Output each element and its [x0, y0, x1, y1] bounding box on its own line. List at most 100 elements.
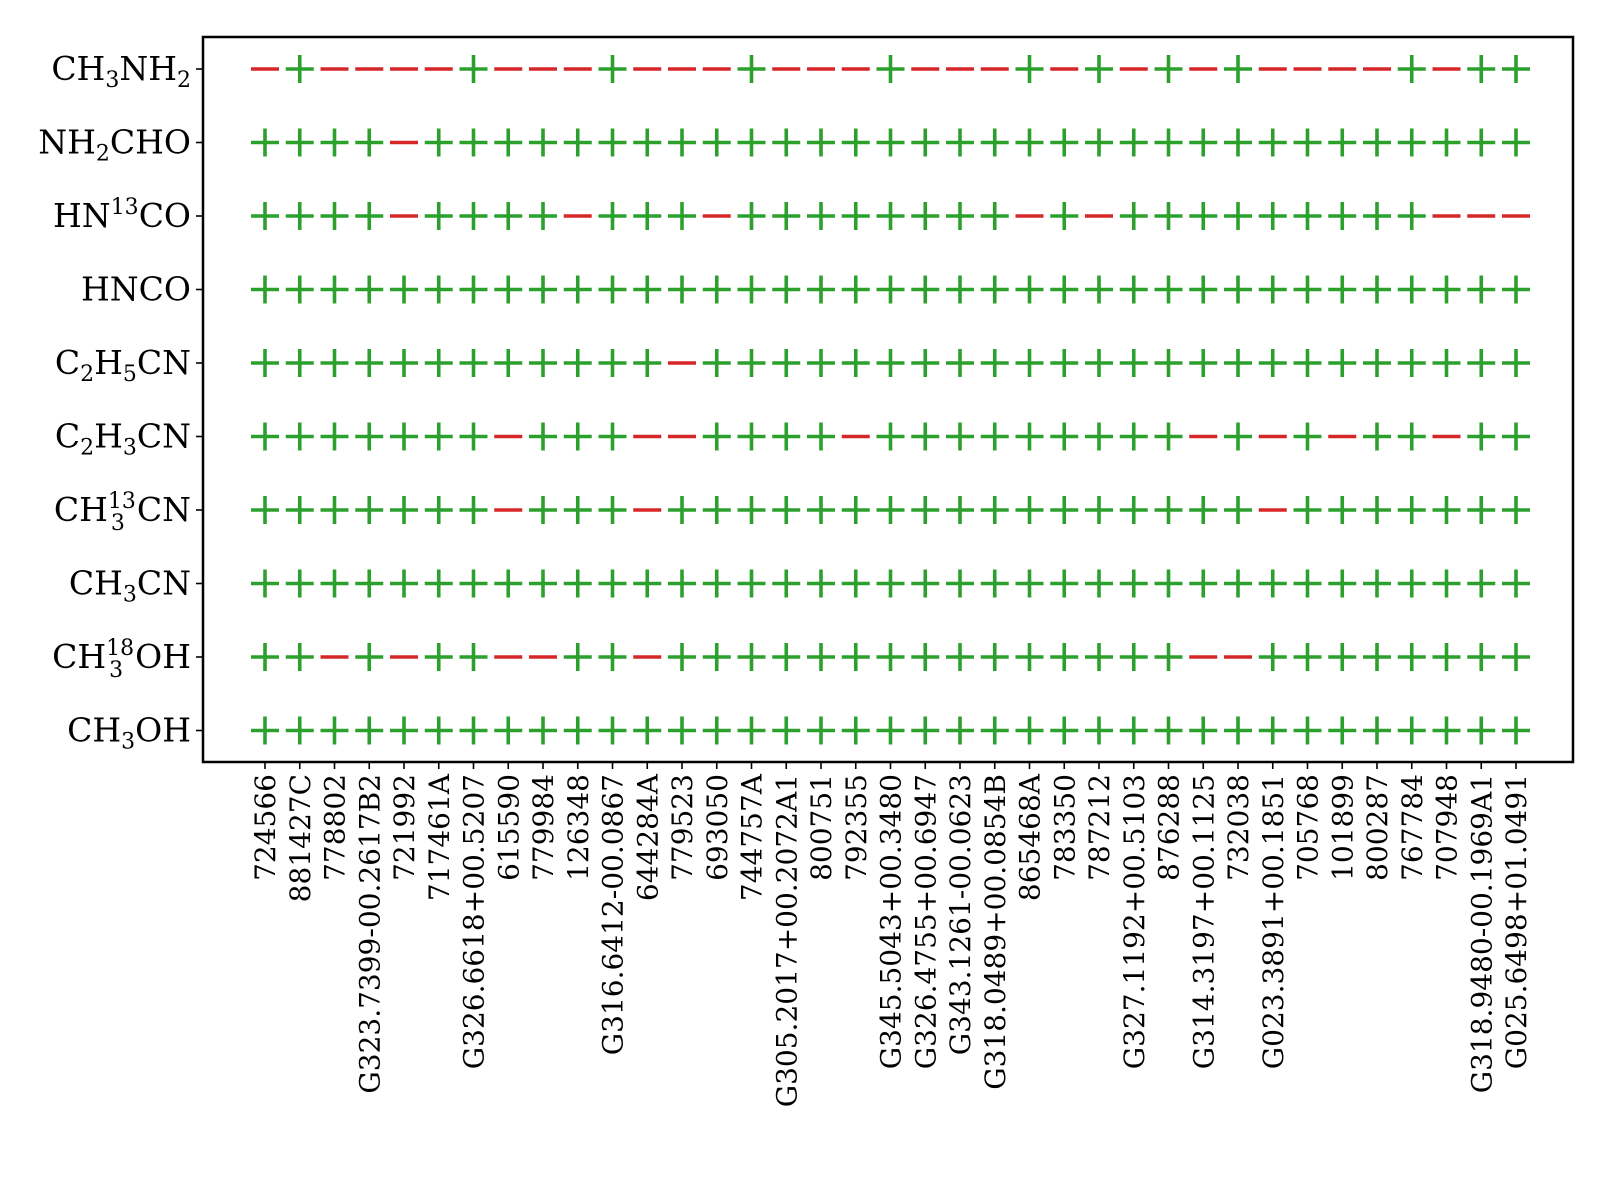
mark-detected: [320, 716, 349, 745]
mark-detected: [1293, 643, 1322, 671]
y-tick-label: HN13​CO: [53, 195, 191, 235]
mark-detected: [1154, 496, 1183, 524]
mark-detected: [355, 716, 384, 745]
mark-detected: [1363, 422, 1391, 451]
mark-detected: [563, 716, 592, 745]
x-tick-label: G305.2017+00.2072A1: [770, 774, 803, 1107]
mark-detected: [1015, 496, 1044, 524]
mark-detected: [1467, 643, 1496, 671]
mark-detected: [633, 716, 662, 745]
mark-detected: [911, 716, 940, 745]
mark-detected: [1328, 496, 1357, 524]
mark-detected: [251, 275, 279, 304]
mark-detected: [459, 275, 488, 304]
mark-detected: [424, 569, 453, 598]
mark-detected: [320, 496, 349, 524]
y-tick-label: HNCO: [81, 270, 191, 309]
x-tick-label: G318.0489+00.0854B: [979, 774, 1012, 1090]
mark-detected: [1502, 349, 1530, 377]
mark-detected: [1050, 349, 1079, 377]
mark-detected: [1085, 275, 1113, 304]
mark-detected: [807, 496, 835, 524]
mark-detected: [459, 128, 488, 157]
mark-detected: [390, 496, 418, 524]
mark-detected: [980, 275, 1009, 304]
mark-detected: [494, 128, 523, 157]
mark-detected: [1397, 496, 1426, 524]
mark-detected: [1154, 55, 1183, 83]
mark-detected: [285, 496, 314, 524]
x-tick-label: 101899: [1326, 774, 1359, 881]
mark-detected: [1050, 422, 1079, 451]
mark-detected: [355, 569, 384, 598]
mark-detected: [1085, 422, 1113, 451]
mark-detected: [1397, 55, 1426, 83]
mark-detected: [529, 275, 557, 304]
mark-detected: [598, 643, 627, 671]
plot-frame: [201, 35, 1575, 764]
mark-detected: [1050, 643, 1079, 671]
mark-detected: [320, 569, 349, 598]
mark-detected: [529, 496, 557, 524]
mark-detected: [285, 275, 314, 304]
mark-detected: [876, 716, 905, 745]
mark-detected: [1397, 202, 1426, 230]
mark-detected: [424, 128, 453, 157]
mark-detected: [1085, 569, 1113, 598]
mark-detected: [1224, 496, 1252, 524]
mark-detected: [459, 569, 488, 598]
mark-detected: [1467, 569, 1496, 598]
mark-detected: [251, 496, 279, 524]
mark-detected: [911, 569, 940, 598]
mark-detected: [1085, 55, 1113, 83]
mark-detected: [946, 349, 974, 377]
mark-detected: [251, 569, 279, 598]
mark-detected: [1397, 716, 1426, 745]
mark-detected: [807, 349, 835, 377]
mark-detected: [598, 422, 627, 451]
mark-detected: [529, 349, 557, 377]
mark-detected: [876, 349, 905, 377]
mark-detected: [285, 569, 314, 598]
mark-detected: [1467, 422, 1496, 451]
mark-detected: [1119, 422, 1148, 451]
mark-detected: [1119, 569, 1148, 598]
mark-detected: [1502, 55, 1530, 83]
mark-detected: [841, 349, 870, 377]
x-tick-label: G316.6412-00.0867: [597, 774, 630, 1055]
mark-detected: [598, 55, 627, 83]
mark-detected: [772, 569, 801, 598]
mark-detected: [1397, 275, 1426, 304]
mark-detected: [459, 422, 488, 451]
mark-detected: [251, 349, 279, 377]
x-tick-label: 644284A: [631, 773, 664, 901]
mark-detected: [668, 496, 696, 524]
mark-detected: [841, 128, 870, 157]
mark-detected: [1467, 496, 1496, 524]
mark-detected: [946, 643, 974, 671]
mark-detected: [668, 716, 696, 745]
mark-detected: [320, 202, 349, 230]
mark-detected: [459, 643, 488, 671]
mark-detected: [1432, 643, 1461, 671]
mark-detected: [1363, 349, 1391, 377]
y-tick-layer: CH3​NH2​ NH2​CHO HN13​CO HNCO C2​H5​CN C2​H3​…: [38, 49, 203, 755]
mark-detected: [390, 275, 418, 304]
mark-detected: [563, 569, 592, 598]
mark-detected: [841, 716, 870, 745]
mark-detected: [841, 202, 870, 230]
x-tick-label: 717461A: [423, 773, 456, 901]
mark-detected: [772, 496, 801, 524]
mark-detected: [1258, 349, 1287, 377]
mark-detected: [633, 275, 662, 304]
mark-detected: [702, 569, 731, 598]
mark-detected: [529, 716, 557, 745]
mark-detected: [598, 275, 627, 304]
mark-detected: [1293, 496, 1322, 524]
mark-detected: [494, 275, 523, 304]
mark-detected: [980, 716, 1009, 745]
